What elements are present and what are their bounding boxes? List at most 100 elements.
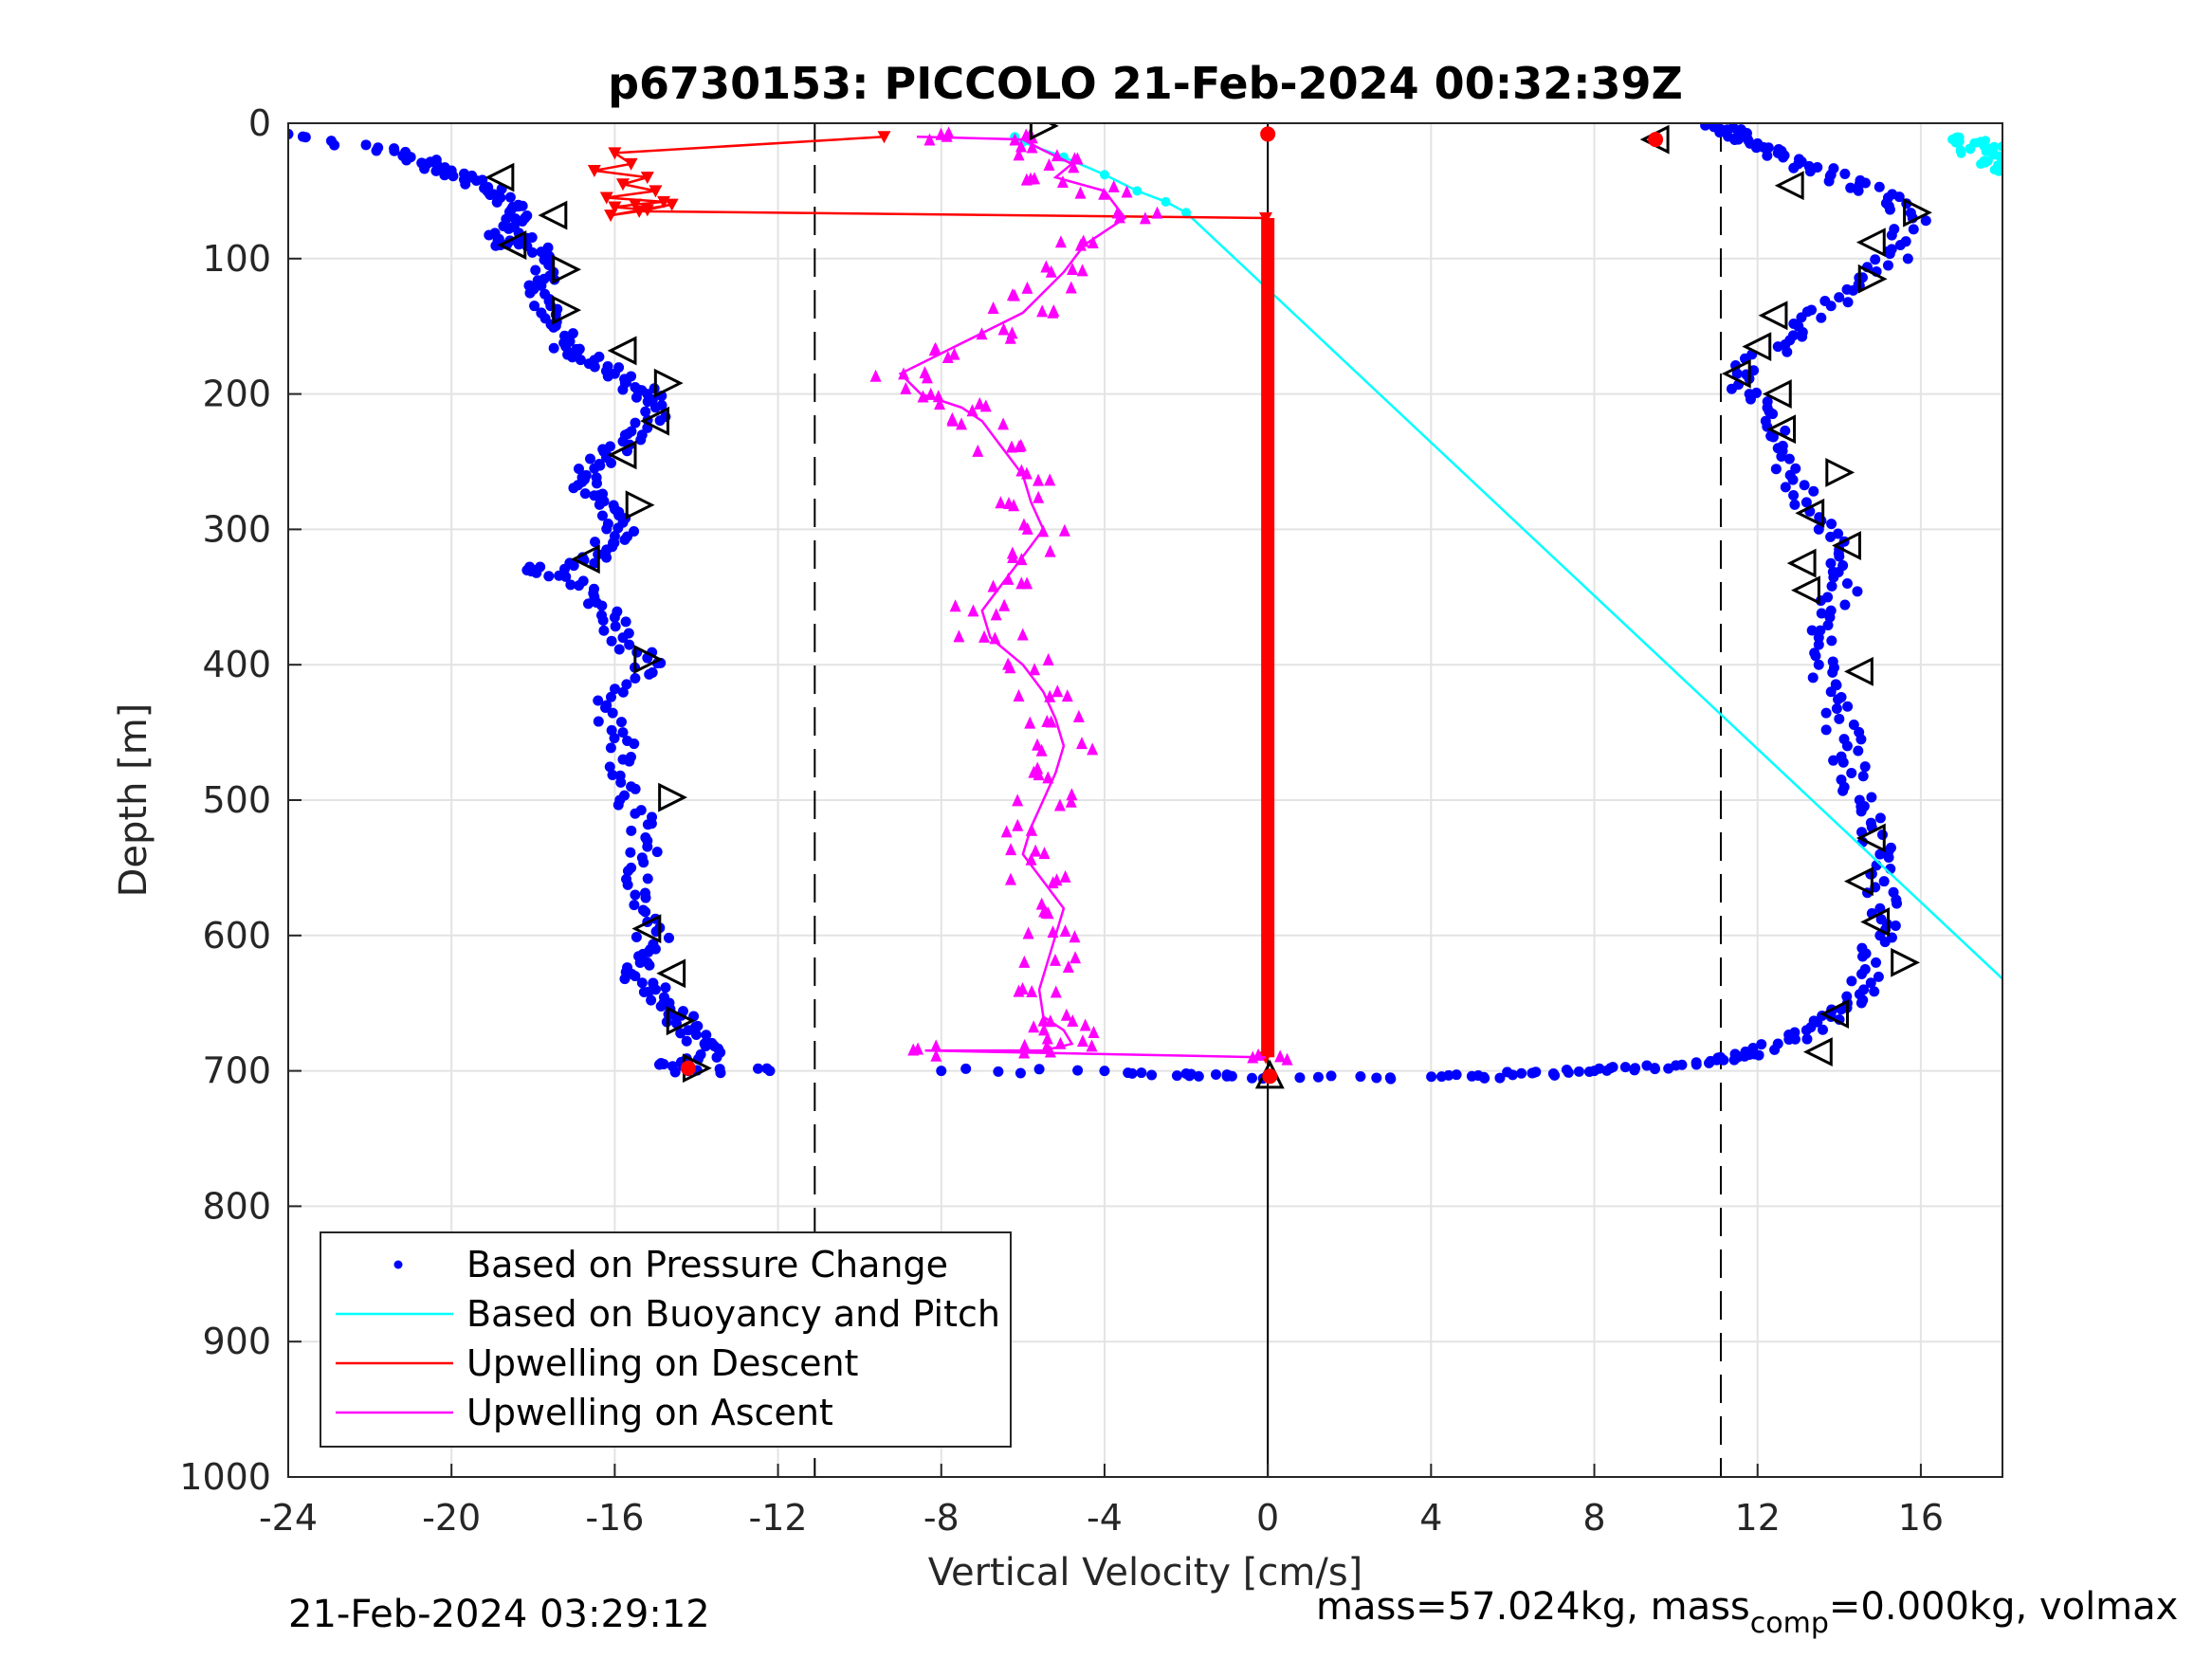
upwelling-ascent-marker bbox=[1281, 1052, 1293, 1066]
open-triangle-marker bbox=[1843, 866, 1874, 897]
pressure-change-point bbox=[1870, 254, 1881, 265]
pressure-change-point bbox=[649, 402, 661, 413]
upwelling-ascent-marker bbox=[1079, 1018, 1091, 1031]
pressure-change-point bbox=[1889, 224, 1900, 235]
pressure-change-point bbox=[1451, 1069, 1462, 1081]
pressure-change-point bbox=[1748, 365, 1760, 376]
pressure-change-point bbox=[504, 191, 516, 203]
pressure-change-point bbox=[642, 841, 653, 852]
pressure-change-point bbox=[600, 702, 612, 713]
upwelling-ascent-marker bbox=[1013, 688, 1025, 702]
open-triangle-marker bbox=[1742, 332, 1772, 362]
pressure-change-point bbox=[604, 761, 615, 773]
open-triangle-marker bbox=[552, 254, 582, 284]
upwelling-ascent-marker bbox=[946, 411, 959, 425]
upwelling-ascent-marker bbox=[898, 367, 910, 380]
upwelling-ascent-marker bbox=[967, 604, 979, 617]
pressure-change-point bbox=[1846, 767, 1857, 778]
upwelling-ascent-marker bbox=[924, 387, 937, 400]
open-triangle-marker bbox=[666, 1006, 696, 1036]
upwelling-ascent-marker bbox=[934, 397, 946, 410]
upwelling-descent-marker bbox=[608, 201, 622, 214]
upwelling-ascent-marker bbox=[1056, 174, 1069, 188]
pressure-change-point bbox=[1799, 480, 1810, 491]
pressure-change-point bbox=[1822, 620, 1834, 631]
open-triangle-marker bbox=[1903, 197, 1932, 228]
upwelling-ascent-marker bbox=[1028, 172, 1040, 185]
pressure-change-point bbox=[1869, 986, 1880, 997]
pressure-change-point bbox=[288, 128, 294, 139]
pressure-change-point bbox=[619, 534, 631, 545]
upwelling-ascent-marker bbox=[956, 417, 968, 430]
pressure-change-point bbox=[470, 174, 482, 186]
pressure-change-point bbox=[598, 625, 610, 636]
pressure-change-point bbox=[1818, 1024, 1829, 1035]
upwelling-ascent-marker bbox=[1072, 709, 1085, 722]
pressure-change-point bbox=[1783, 1030, 1795, 1041]
pressure-change-point bbox=[605, 691, 616, 702]
upwelling-ascent-marker bbox=[1037, 1013, 1050, 1027]
upwelling-ascent-marker bbox=[1086, 1039, 1098, 1052]
buoyancy-pitch-point bbox=[2008, 153, 2018, 162]
pressure-change-point bbox=[642, 873, 653, 884]
upwelling-ascent-marker bbox=[997, 322, 1010, 336]
upwelling-ascent-marker bbox=[921, 371, 933, 384]
buoyancy-pitch-point bbox=[1997, 141, 2002, 152]
pressure-change-point bbox=[591, 478, 602, 489]
pressure-change-point bbox=[1842, 297, 1854, 308]
upwelling-ascent-marker bbox=[1038, 847, 1051, 860]
pressure-change-point bbox=[543, 571, 555, 582]
pressure-change-point bbox=[401, 155, 412, 166]
pressure-change-point bbox=[630, 417, 641, 428]
upwelling-ascent-marker bbox=[1061, 689, 1073, 702]
upwelling-descent-marker bbox=[624, 157, 638, 171]
pressure-change-point bbox=[1801, 1033, 1813, 1045]
mass-subscript: comp bbox=[1749, 1607, 1829, 1640]
pressure-change-point bbox=[1594, 1063, 1605, 1074]
open-triangle-marker bbox=[607, 440, 637, 470]
open-triangle-marker bbox=[570, 544, 600, 574]
x-tick-label: 16 bbox=[1898, 1497, 1944, 1539]
open-triangle-marker bbox=[625, 490, 655, 520]
mass-text: mass=57.024kg, mass bbox=[1316, 1585, 1750, 1629]
pressure-change-point bbox=[1325, 1070, 1337, 1082]
pressure-change-point bbox=[1494, 1072, 1506, 1084]
pressure-change-point bbox=[615, 776, 627, 788]
pressure-change-point bbox=[1185, 1068, 1197, 1080]
legend: Based on Pressure Change Based on Buoyanc… bbox=[320, 1231, 1012, 1448]
upwelling-descent-marker bbox=[628, 198, 642, 211]
y-tick-label: 1000 bbox=[179, 1456, 271, 1498]
upwelling-ascent-marker bbox=[1054, 235, 1067, 248]
pressure-change-point bbox=[651, 847, 663, 858]
chart-title: p6730153: PICCOLO 21-Feb-2024 00:32:39Z bbox=[608, 58, 1683, 109]
pressure-change-point bbox=[1478, 1071, 1490, 1083]
upwelling-ascent-marker bbox=[941, 350, 954, 363]
pressure-change-point bbox=[360, 139, 372, 151]
pressure-change-point bbox=[607, 769, 618, 780]
pressure-change-point bbox=[1777, 440, 1788, 451]
pressure-change-point bbox=[653, 1059, 665, 1070]
upwelling-ascent-marker bbox=[1044, 544, 1056, 557]
pressure-change-point bbox=[1516, 1067, 1527, 1079]
upwelling-ascent-marker bbox=[998, 598, 1011, 611]
pressure-change-point bbox=[1788, 318, 1800, 329]
open-triangle-marker bbox=[1786, 548, 1817, 578]
upwelling-ascent-marker bbox=[1071, 152, 1084, 165]
upwelling-ascent-marker bbox=[989, 631, 1001, 645]
pressure-change-point bbox=[1731, 368, 1743, 379]
pressure-change-point bbox=[612, 522, 624, 534]
upwelling-ascent-marker bbox=[1009, 133, 1021, 146]
y-axis-label: Depth [m] bbox=[112, 703, 155, 898]
upwelling-ascent-marker bbox=[935, 127, 947, 140]
upwelling-ascent-marker bbox=[1012, 793, 1024, 807]
legend-label: Based on Buoyancy and Pitch bbox=[466, 1293, 1000, 1335]
open-triangle-marker bbox=[1721, 358, 1751, 389]
upwelling-ascent-marker bbox=[966, 404, 978, 417]
open-triangle-marker bbox=[552, 295, 582, 325]
pressure-change-point bbox=[675, 1028, 686, 1039]
buoyancy-pitch-point bbox=[1981, 144, 1991, 155]
pressure-change-point bbox=[1763, 142, 1774, 154]
pressure-change-point bbox=[624, 639, 635, 650]
pressure-change-point bbox=[1826, 519, 1837, 530]
y-tick-label: 200 bbox=[202, 374, 271, 415]
